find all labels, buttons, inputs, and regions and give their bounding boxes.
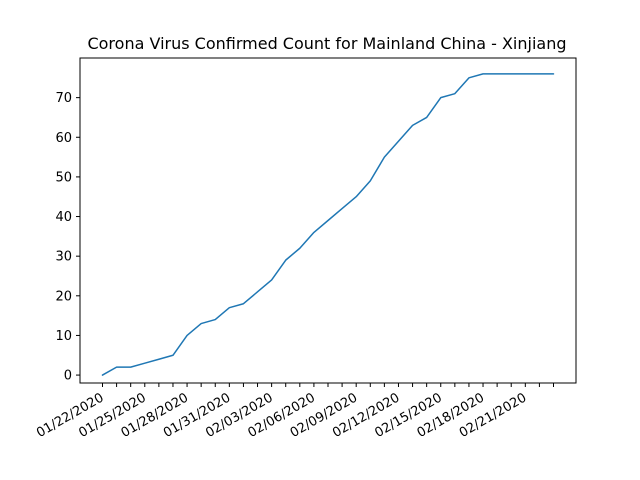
y-tick-label: 30 bbox=[55, 250, 72, 265]
y-tick-label: 70 bbox=[55, 91, 72, 106]
axis-ticks: 01020304050607001/22/202001/25/202001/28… bbox=[34, 91, 554, 441]
y-tick-label: 50 bbox=[55, 170, 72, 185]
y-tick-label: 0 bbox=[64, 369, 72, 384]
series-layer bbox=[101, 73, 555, 376]
series-line-0 bbox=[101, 73, 555, 376]
y-tick-label: 20 bbox=[55, 289, 72, 304]
y-tick-label: 60 bbox=[55, 131, 72, 146]
y-tick-label: 10 bbox=[55, 329, 72, 344]
y-tick-label: 40 bbox=[55, 210, 72, 225]
chart-title: Corona Virus Confirmed Count for Mainlan… bbox=[87, 34, 566, 53]
